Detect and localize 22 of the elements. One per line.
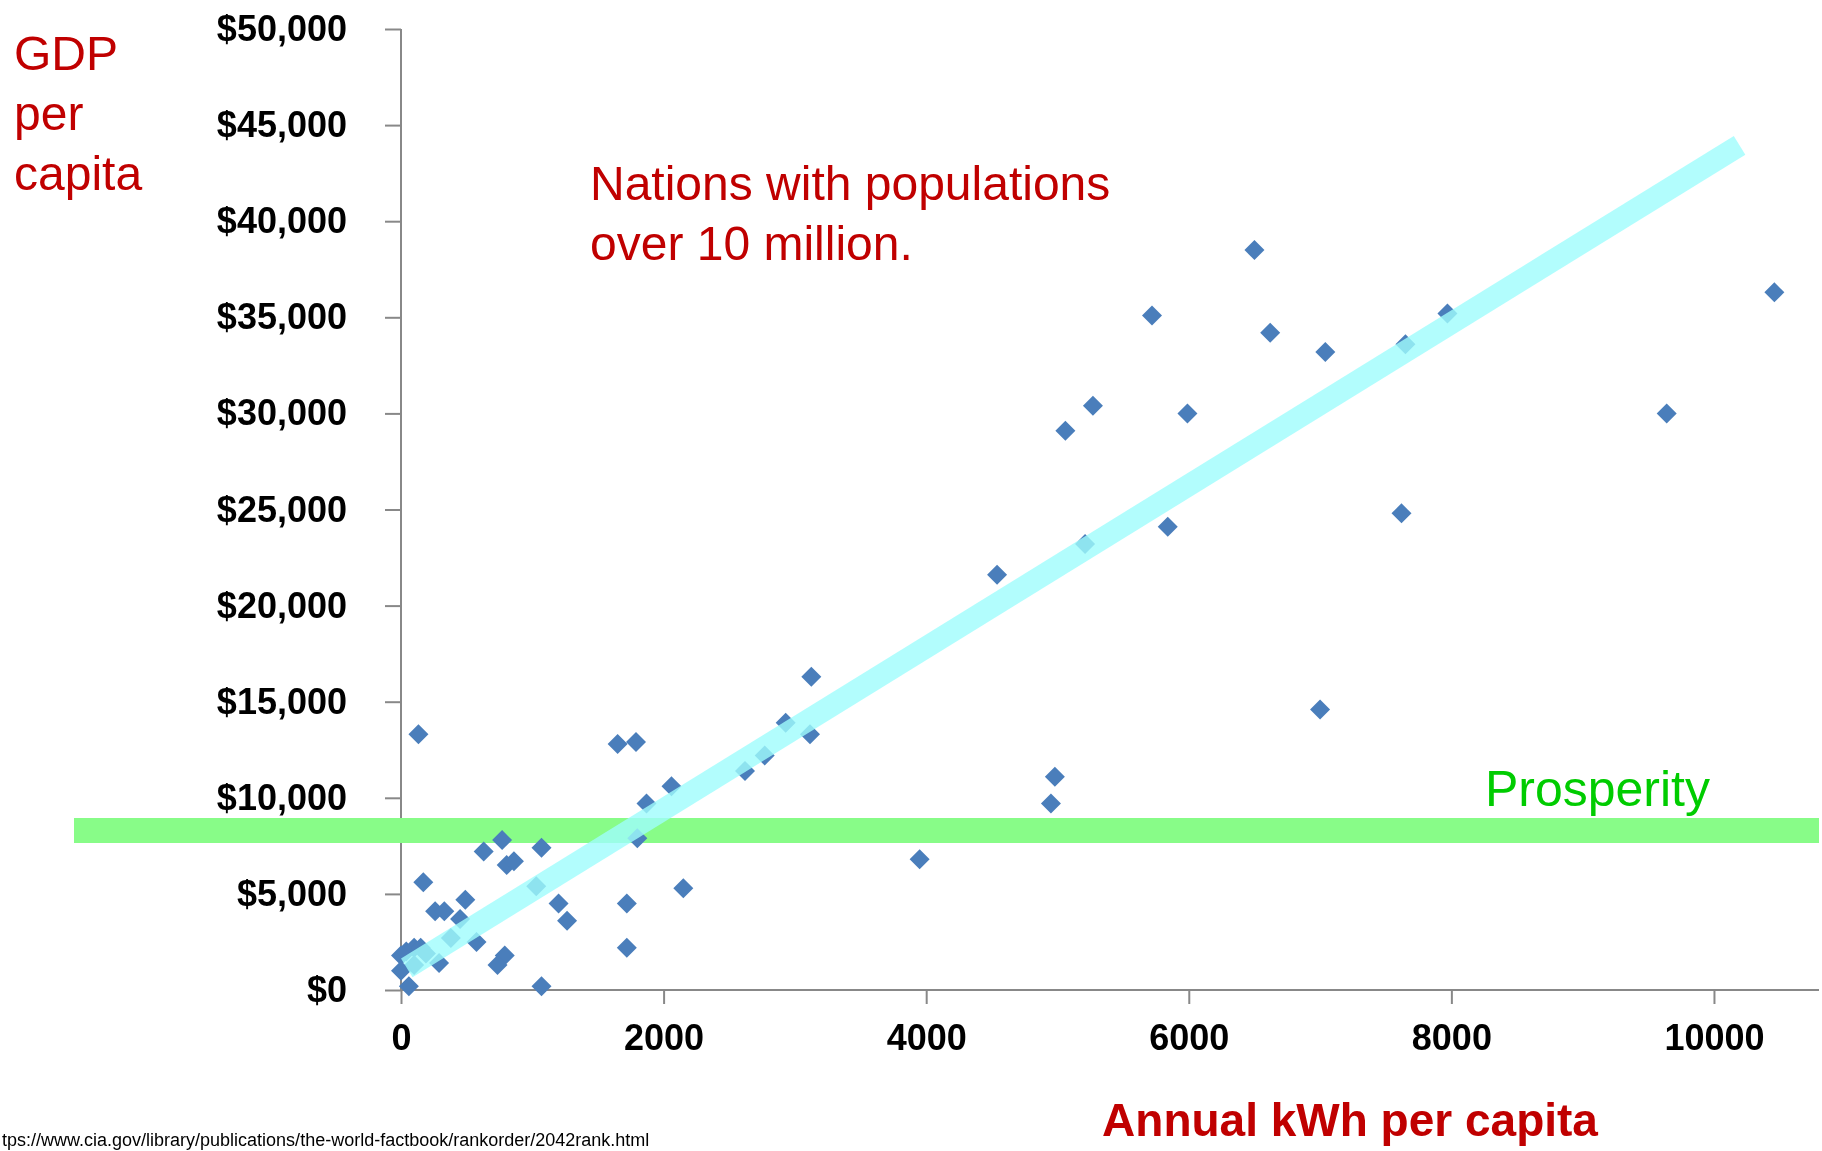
ref-line-label: Prosperity bbox=[1484, 761, 1710, 818]
y-tick-label: $10,000 bbox=[216, 776, 347, 818]
y-tick-label: $50,000 bbox=[216, 8, 347, 50]
y-tick-label: $45,000 bbox=[216, 104, 347, 146]
x-tick-label: 10000 bbox=[1664, 1016, 1765, 1058]
y-tick-label: $5,000 bbox=[236, 872, 347, 914]
y-tick-label: $30,000 bbox=[216, 392, 347, 434]
y-tick-label: $20,000 bbox=[216, 584, 347, 626]
x-tick-label: 8000 bbox=[1411, 1016, 1492, 1058]
y-axis-title: GDP per capita bbox=[14, 27, 143, 200]
x-tick-label: 0 bbox=[391, 1016, 412, 1058]
y-tick-label: $40,000 bbox=[216, 200, 347, 242]
y-tick-label: $15,000 bbox=[216, 680, 347, 722]
x-tick-label: 4000 bbox=[886, 1016, 967, 1058]
y-tick-label: $35,000 bbox=[216, 296, 347, 338]
annotation: Nations with populations over 10 million. bbox=[590, 157, 1111, 270]
x-tick-label: 2000 bbox=[624, 1016, 705, 1058]
y-tick-label: $25,000 bbox=[216, 488, 347, 530]
text: tps://www.cia.gov/library/publications/the-world-factbook/rankorder/2042rank.html bbox=[2, 1130, 650, 1150]
x-axis-title: Annual kWh per capita bbox=[1102, 1094, 1599, 1146]
y-tick-label: $0 bbox=[306, 969, 347, 1011]
x-tick-label: 6000 bbox=[1149, 1016, 1230, 1058]
